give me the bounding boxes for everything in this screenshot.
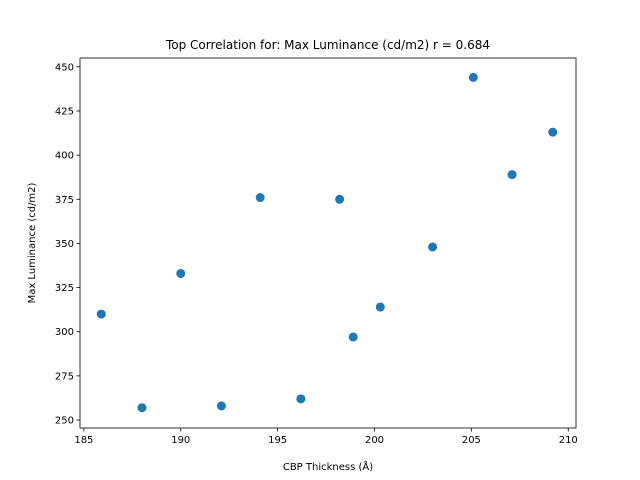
y-tick-label: 325	[55, 283, 74, 294]
scatter-point	[176, 268, 186, 278]
scatter-point	[548, 127, 558, 137]
scatter-point	[296, 394, 306, 404]
x-tick-label: 200	[365, 435, 384, 446]
scatter-point	[428, 242, 438, 252]
y-tick-label: 375	[55, 195, 74, 206]
scatter-point	[255, 193, 265, 203]
chart-title: Top Correlation for: Max Luminance (cd/m…	[165, 38, 490, 52]
y-tick-label: 300	[55, 327, 74, 338]
y-tick-label: 275	[55, 371, 74, 382]
x-tick-label: 185	[74, 435, 93, 446]
y-axis-label: Max Luminance (cd/m2)	[27, 182, 38, 303]
y-tick-label: 450	[55, 62, 74, 73]
scatter-point	[216, 401, 226, 411]
scatter-point	[96, 309, 106, 319]
plot-area-frame	[79, 57, 577, 429]
y-tick-label: 400	[55, 151, 74, 162]
x-tick-label: 205	[462, 435, 481, 446]
y-tick-label: 350	[55, 239, 74, 250]
y-axis-ticks: 250 275 300 325 350 375 400 425 450	[55, 62, 80, 427]
scatter-point	[137, 403, 147, 413]
data-points	[96, 72, 558, 413]
scatter-point	[507, 170, 517, 180]
scatter-point	[375, 302, 385, 312]
x-tick-label: 210	[559, 435, 578, 446]
x-tick-label: 195	[268, 435, 287, 446]
scatter-point	[468, 72, 478, 82]
x-axis-label: CBP Thickness (Å)	[283, 460, 373, 473]
scatter-point	[335, 194, 345, 204]
y-tick-label: 250	[55, 416, 74, 427]
y-tick-label: 425	[55, 106, 74, 117]
x-tick-label: 190	[171, 435, 190, 446]
x-axis-ticks: 185 190 195 200 205 210	[74, 428, 578, 446]
scatter-point	[348, 332, 358, 342]
